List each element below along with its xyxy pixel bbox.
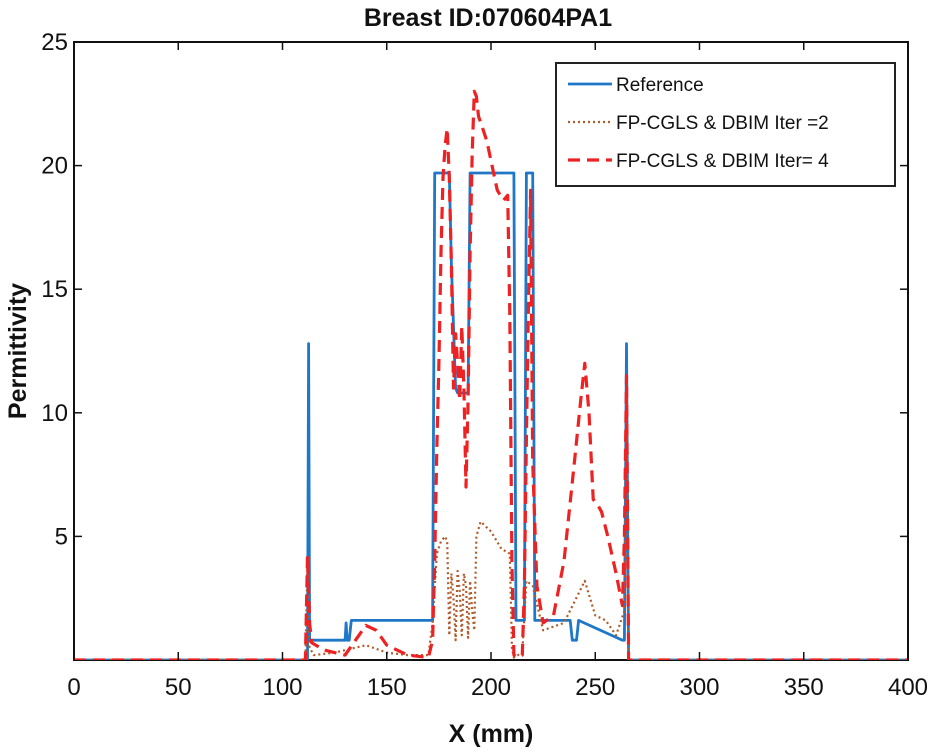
x-tick-label: 350 xyxy=(784,674,824,701)
x-tick-label: 300 xyxy=(679,674,719,701)
x-axis-title: X (mm) xyxy=(449,720,534,748)
series-layer xyxy=(74,89,908,660)
chart-title: Breast ID:070604PA1 xyxy=(364,4,612,32)
y-axis-title: Permittivity xyxy=(4,283,32,419)
x-tick-label: 250 xyxy=(575,674,615,701)
legend-item: Reference xyxy=(568,75,704,96)
x-tick-label: 0 xyxy=(67,674,80,701)
x-tick-labels: 0 50 100 150 200 250 300 350 400 xyxy=(67,674,928,701)
series-line-1 xyxy=(74,171,908,660)
legend-label: FP-CGLS & DBIM Iter =2 xyxy=(616,113,829,134)
y-tick-label: 5 xyxy=(55,523,68,550)
legend: Reference FP-CGLS & DBIM Iter =2 FP-CGLS &… xyxy=(555,62,896,187)
x-tick-label: 100 xyxy=(262,674,302,701)
x-tick-label: 150 xyxy=(367,674,407,701)
x-tick-label: 400 xyxy=(888,674,928,701)
legend-box xyxy=(555,62,896,187)
y-tick-label: 20 xyxy=(41,153,68,180)
legend-label: FP-CGLS & DBIM Iter= 4 xyxy=(616,151,829,172)
y-tick-labels: 5 10 15 20 25 xyxy=(41,29,68,550)
legend-item: FP-CGLS & DBIM Iter= 4 xyxy=(568,151,829,172)
legend-item: FP-CGLS & DBIM Iter =2 xyxy=(568,113,829,134)
x-tick-label: 50 xyxy=(165,674,192,701)
legend-label: Reference xyxy=(616,75,704,96)
series-line-3 xyxy=(74,89,908,660)
y-tick-label: 10 xyxy=(41,400,68,427)
x-tick-label: 200 xyxy=(471,674,511,701)
axis-ticks xyxy=(73,41,909,660)
y-tick-label: 15 xyxy=(41,276,68,303)
y-tick-label: 25 xyxy=(41,29,68,56)
series-line-2 xyxy=(74,399,908,660)
